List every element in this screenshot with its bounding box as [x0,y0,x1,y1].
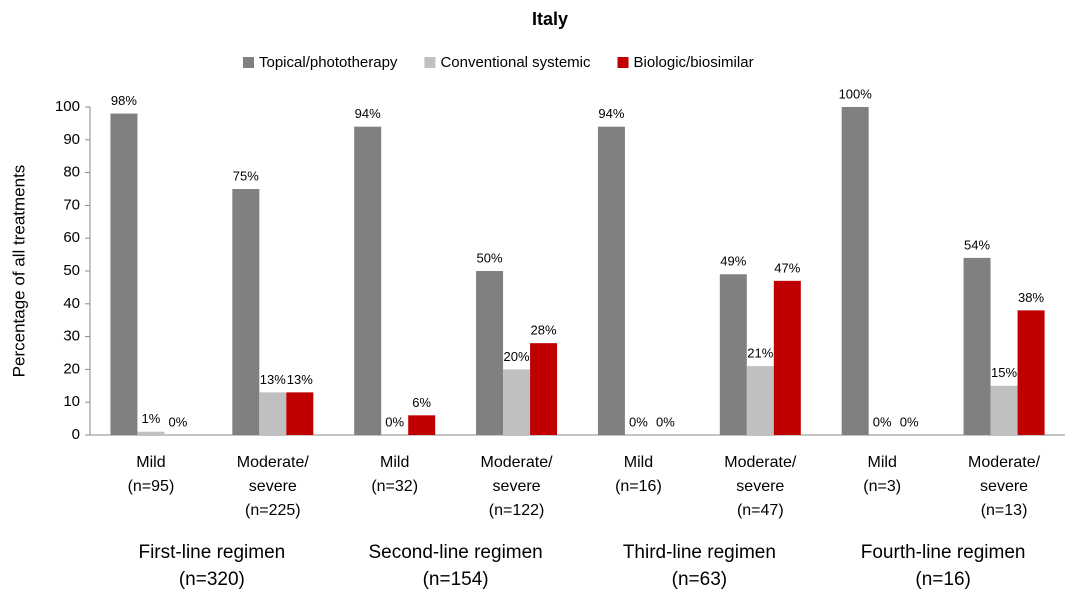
legend-swatch [617,57,629,68]
x-tick-label: (n=95) [128,478,175,495]
bar [719,274,747,435]
value-label: 28% [531,323,557,338]
bar [503,369,531,435]
value-label: 0% [656,414,675,429]
value-label: 0% [900,414,919,429]
x-tick-label: severe [736,478,784,495]
x-tick-label: Moderate/ [968,454,1041,471]
y-tick-label: 50 [63,262,80,279]
legend-swatch [424,57,436,68]
legend-label: Biologic/biosimilar [634,54,754,71]
value-label: 98% [111,93,137,108]
group-label: (n=16) [915,569,970,590]
group-label: Third-line regimen [623,542,776,563]
legend-swatch [243,57,254,68]
group-label: (n=63) [672,569,727,590]
value-label: 50% [477,250,503,265]
x-tick-label: Moderate/ [237,454,310,471]
x-tick-label: (n=13) [981,502,1028,519]
bar [1017,310,1045,435]
x-tick-label: (n=3) [863,478,901,495]
value-label: 54% [964,237,990,252]
group-label: First-line regimen [138,542,285,563]
y-tick-label: 10 [63,393,80,410]
bar [597,126,625,436]
x-tick-label: Mild [380,454,409,471]
value-label: 0% [169,414,188,429]
bar [286,392,314,435]
x-tick-label: Moderate/ [724,454,797,471]
x-tick-label: Mild [624,454,653,471]
x-tick-label: Moderate/ [481,454,554,471]
bar [773,280,801,435]
value-label: 94% [355,106,381,121]
group-label: (n=320) [179,569,245,590]
x-tick-label: severe [980,478,1028,495]
bar [408,415,436,435]
group-label: (n=154) [423,569,489,590]
value-label: 15% [991,365,1017,380]
bar [530,343,558,435]
y-tick-label: 40 [63,295,80,312]
value-label: 13% [260,372,286,387]
value-label: 75% [233,168,259,183]
y-tick-label: 100 [55,98,80,115]
x-tick-label: (n=32) [371,478,418,495]
x-tick-label: (n=122) [489,502,545,519]
value-label: 21% [747,346,773,361]
x-tick-label: (n=225) [245,502,301,519]
bar [963,257,991,435]
bar [137,431,165,435]
x-tick-label: (n=47) [737,502,784,519]
value-label: 6% [412,395,431,410]
group-label: Second-line regimen [368,542,542,563]
y-tick-label: 60 [63,229,80,246]
bar [354,126,382,436]
bar [476,271,504,435]
value-label: 0% [385,414,404,429]
value-label: 38% [1018,290,1044,305]
x-tick-label: Mild [136,454,165,471]
value-label: 100% [839,86,873,101]
value-label: 0% [629,414,648,429]
x-tick-label: (n=16) [615,478,662,495]
bar [259,392,287,435]
bar [232,189,260,435]
value-label: 0% [873,414,892,429]
legend-label: Topical/phototherapy [259,54,398,71]
y-tick-label: 70 [63,196,80,213]
value-label: 49% [720,254,746,269]
y-tick-label: 30 [63,328,80,345]
x-tick-label: severe [249,478,297,495]
group-label: Fourth-line regimen [861,542,1026,563]
y-axis-label: Percentage of all treatments [9,165,28,378]
x-tick-label: severe [493,478,541,495]
bar [746,366,774,435]
bar [841,107,869,435]
value-label: 20% [504,349,530,364]
y-tick-label: 0 [72,426,80,443]
value-label: 13% [287,372,313,387]
bar [110,113,138,435]
chart-title: Italy [532,9,568,29]
bar [990,385,1018,435]
value-label: 47% [774,260,800,275]
legend-label: Conventional systemic [440,54,591,71]
y-tick-label: 90 [63,131,80,148]
value-label: 94% [598,106,624,121]
x-tick-label: Mild [868,454,897,471]
value-label: 1% [142,411,161,426]
y-tick-label: 80 [63,164,80,181]
y-tick-label: 20 [63,360,80,377]
